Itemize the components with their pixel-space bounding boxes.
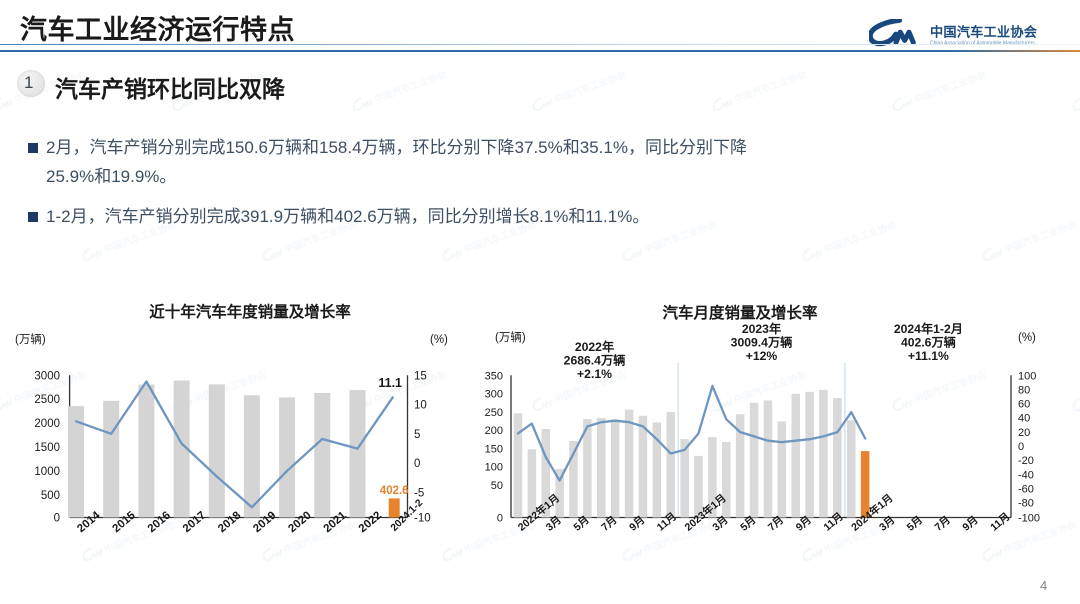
svg-text:2686.4万辆: 2686.4万辆 bbox=[564, 353, 626, 368]
svg-text:60: 60 bbox=[1018, 399, 1030, 411]
svg-text:40: 40 bbox=[1018, 413, 1030, 425]
svg-text:-40: -40 bbox=[1018, 469, 1034, 481]
svg-text:0: 0 bbox=[54, 513, 60, 525]
svg-text:350: 350 bbox=[485, 371, 503, 383]
svg-text:中国汽车工业协会: 中国汽车工业协会 bbox=[930, 24, 1038, 40]
svg-text:11.1: 11.1 bbox=[378, 376, 402, 390]
svg-text:-20: -20 bbox=[1018, 455, 1034, 467]
svg-text:402.6: 402.6 bbox=[380, 485, 409, 497]
svg-text:10: 10 bbox=[414, 400, 427, 412]
svg-text:(万辆): (万辆) bbox=[15, 332, 46, 346]
svg-text:(%): (%) bbox=[1018, 332, 1036, 344]
svg-text:-10: -10 bbox=[414, 513, 431, 525]
svg-text:2023年: 2023年 bbox=[742, 321, 781, 336]
svg-text:2022年: 2022年 bbox=[575, 339, 614, 354]
svg-text:300: 300 bbox=[485, 389, 503, 401]
svg-text:+2.1%: +2.1% bbox=[577, 367, 612, 381]
svg-text:3000: 3000 bbox=[34, 371, 60, 383]
svg-text:500: 500 bbox=[41, 490, 60, 502]
svg-text:2024年1-2月: 2024年1-2月 bbox=[894, 321, 963, 336]
svg-text:20: 20 bbox=[1018, 427, 1030, 439]
svg-text:近十年汽车年度销量及增长率: 近十年汽车年度销量及增长率 bbox=[149, 302, 351, 321]
svg-text:1000: 1000 bbox=[34, 466, 60, 478]
svg-text:(%): (%) bbox=[430, 334, 448, 346]
svg-text:+12%: +12% bbox=[746, 349, 778, 363]
svg-text:15: 15 bbox=[414, 371, 427, 383]
svg-text:100: 100 bbox=[485, 462, 503, 474]
svg-text:0: 0 bbox=[497, 513, 503, 525]
svg-text:402.6万辆: 402.6万辆 bbox=[901, 335, 956, 350]
svg-text:200: 200 bbox=[485, 425, 503, 437]
svg-text:(万辆): (万辆) bbox=[495, 330, 526, 344]
svg-text:5: 5 bbox=[414, 429, 420, 441]
svg-text:2500: 2500 bbox=[34, 394, 60, 406]
svg-text:0: 0 bbox=[1018, 441, 1024, 453]
svg-text:80: 80 bbox=[1018, 385, 1030, 397]
svg-text:-5: -5 bbox=[414, 487, 424, 499]
svg-text:0: 0 bbox=[414, 458, 420, 470]
svg-text:50: 50 bbox=[491, 480, 503, 492]
svg-text:2000: 2000 bbox=[34, 418, 60, 430]
svg-text:-100: -100 bbox=[1018, 513, 1040, 525]
svg-text:+11.1%: +11.1% bbox=[908, 349, 949, 363]
svg-text:250: 250 bbox=[485, 407, 503, 419]
svg-text:-60: -60 bbox=[1018, 484, 1034, 496]
svg-text:150: 150 bbox=[485, 443, 503, 455]
svg-text:3009.4万辆: 3009.4万辆 bbox=[731, 335, 793, 350]
svg-text:-80: -80 bbox=[1018, 498, 1034, 510]
svg-text:11月: 11月 bbox=[988, 511, 1012, 534]
svg-text:1500: 1500 bbox=[34, 442, 60, 454]
svg-text:100: 100 bbox=[1018, 371, 1036, 383]
svg-text:汽车月度销量及增长率: 汽车月度销量及增长率 bbox=[662, 303, 818, 322]
